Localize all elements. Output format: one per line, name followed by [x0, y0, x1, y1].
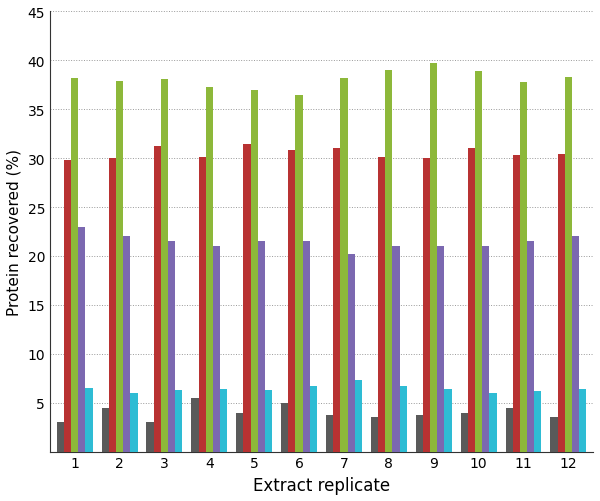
Bar	[437, 246, 445, 452]
Bar	[378, 158, 385, 452]
Bar	[326, 416, 333, 452]
Bar	[244, 144, 251, 452]
Bar	[71, 79, 78, 452]
Bar	[572, 237, 579, 452]
Bar	[416, 416, 423, 452]
Bar	[199, 158, 206, 452]
Bar	[289, 151, 295, 452]
Bar	[281, 403, 289, 452]
Bar	[513, 156, 520, 452]
Bar	[340, 79, 347, 452]
Bar	[64, 161, 71, 452]
Bar	[430, 64, 437, 452]
Bar	[57, 422, 64, 452]
Bar	[168, 242, 175, 452]
Bar	[310, 386, 317, 452]
Bar	[236, 413, 244, 452]
Bar	[468, 149, 475, 452]
Bar	[475, 72, 482, 452]
Bar	[191, 398, 199, 452]
Bar	[116, 82, 123, 452]
Bar	[557, 155, 565, 452]
Bar	[161, 80, 168, 452]
Bar	[527, 242, 534, 452]
Bar	[385, 71, 392, 452]
Bar	[565, 78, 572, 452]
Bar	[175, 390, 182, 452]
Bar	[392, 246, 400, 452]
Bar	[251, 91, 258, 452]
Bar	[534, 391, 541, 452]
Bar	[154, 147, 161, 452]
Bar	[123, 237, 130, 452]
Bar	[213, 246, 220, 452]
Bar	[423, 159, 430, 452]
Bar	[206, 88, 213, 452]
Bar	[109, 159, 116, 452]
Bar	[506, 408, 513, 452]
Bar	[550, 417, 557, 452]
Bar	[355, 380, 362, 452]
Bar	[295, 95, 302, 452]
Y-axis label: Protein recovered (%): Protein recovered (%)	[7, 149, 22, 316]
Bar	[400, 386, 407, 452]
Bar	[520, 83, 527, 452]
Bar	[482, 246, 490, 452]
Bar	[265, 390, 272, 452]
Bar	[78, 227, 85, 452]
X-axis label: Extract replicate: Extract replicate	[253, 476, 390, 494]
Bar	[579, 389, 586, 452]
Bar	[101, 408, 109, 452]
Bar	[258, 242, 265, 452]
Bar	[302, 242, 310, 452]
Bar	[220, 389, 227, 452]
Bar	[461, 413, 468, 452]
Bar	[445, 389, 452, 452]
Bar	[85, 388, 92, 452]
Bar	[130, 393, 137, 452]
Bar	[371, 417, 378, 452]
Bar	[146, 422, 154, 452]
Bar	[490, 393, 497, 452]
Bar	[333, 149, 340, 452]
Bar	[347, 255, 355, 452]
